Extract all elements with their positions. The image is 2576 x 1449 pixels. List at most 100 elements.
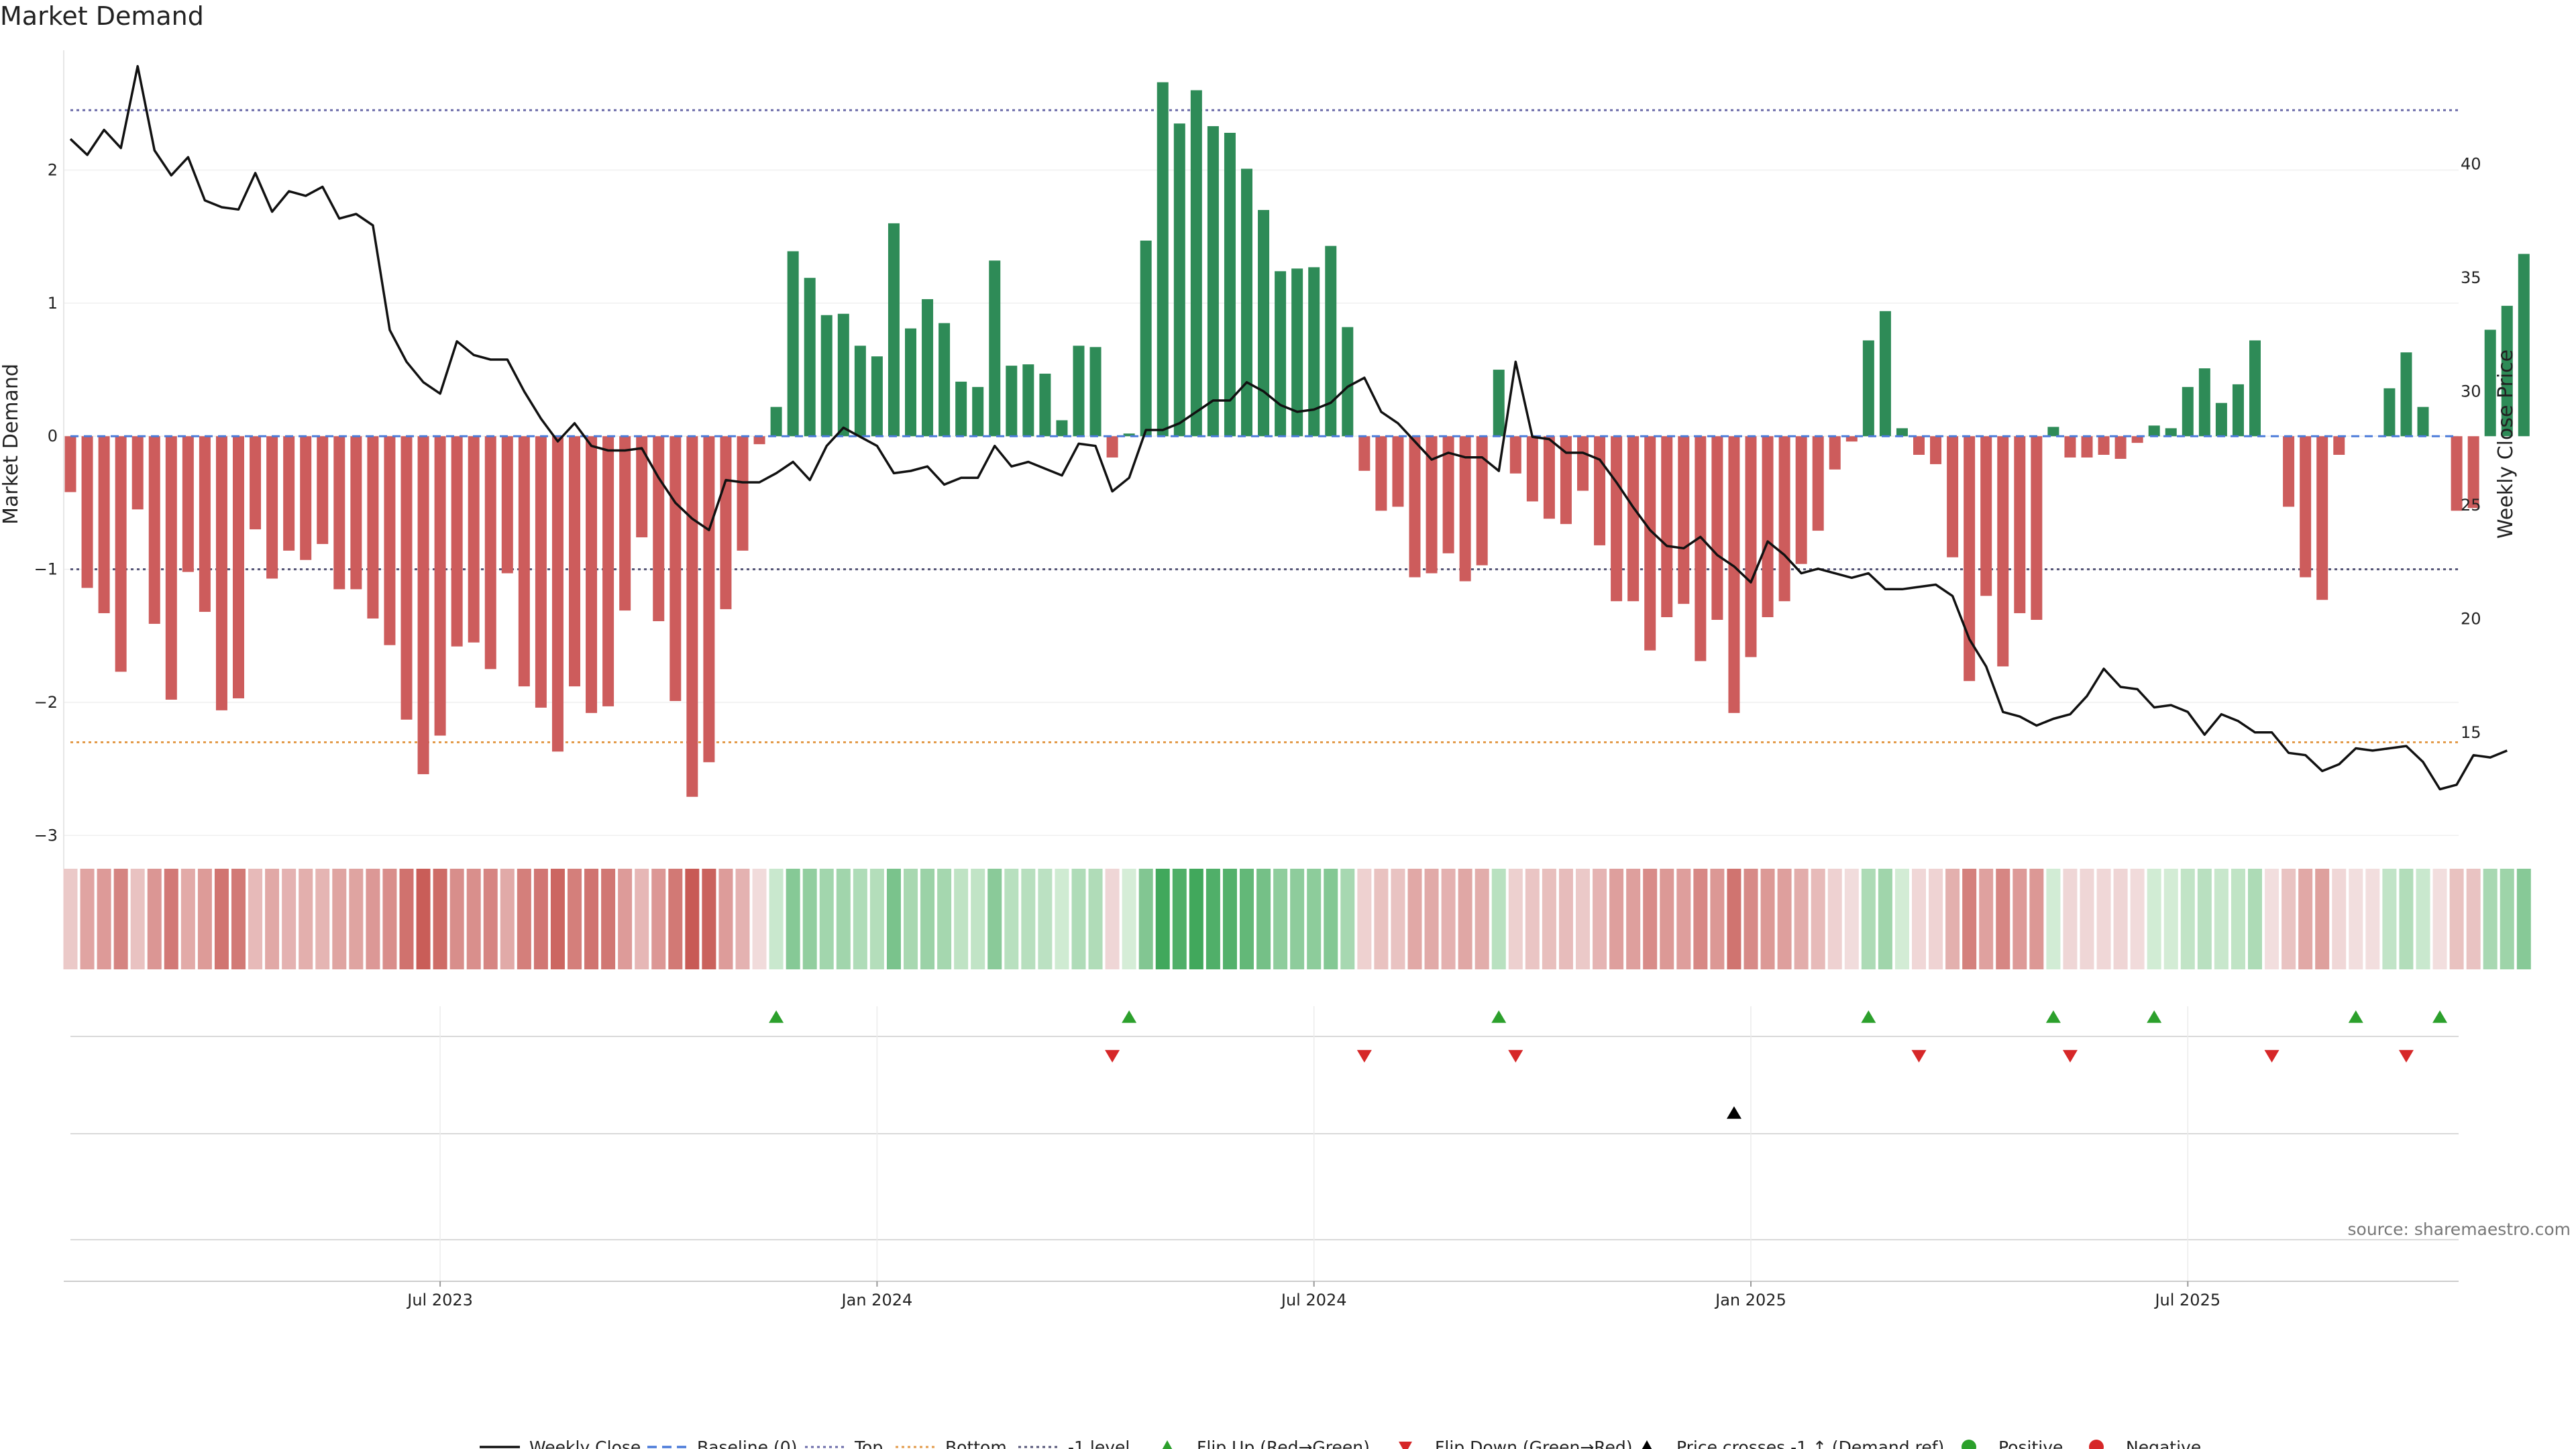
legend-label: Negative bbox=[2126, 1438, 2201, 1449]
demand-bar bbox=[2014, 436, 2026, 614]
heatmap-cell bbox=[97, 869, 111, 969]
legend-swatch-positive bbox=[1962, 1440, 1976, 1449]
heatmap-cell bbox=[1996, 869, 2010, 969]
heatmap-cell bbox=[416, 869, 431, 969]
heatmap-cell bbox=[1205, 869, 1220, 969]
demand-bar bbox=[972, 386, 984, 437]
demand-bar bbox=[250, 436, 262, 530]
y2-tick-label: 15 bbox=[2461, 723, 2481, 742]
demand-bar bbox=[2198, 368, 2210, 437]
legend-label: Price crosses -1 ↑ (Demand ref) bbox=[1676, 1438, 1944, 1449]
heatmap-cell bbox=[399, 869, 414, 969]
heatmap-cell bbox=[80, 869, 95, 969]
demand-bar bbox=[1375, 436, 1387, 511]
demand-bar bbox=[2131, 436, 2143, 443]
heatmap-cell bbox=[685, 869, 700, 969]
heatmap-cell bbox=[1474, 869, 1489, 969]
heatmap-cell bbox=[1912, 869, 1926, 969]
heatmap-cell bbox=[130, 869, 145, 969]
demand-bar bbox=[1173, 123, 1185, 437]
heatmap-cell bbox=[2483, 869, 2498, 969]
heatmap-cell bbox=[1861, 869, 1876, 969]
demand-bar bbox=[2501, 305, 2513, 437]
price-cross-marker bbox=[1726, 1106, 1741, 1119]
demand-bar bbox=[468, 436, 480, 643]
heatmap-cell bbox=[349, 869, 364, 969]
heatmap-cell bbox=[299, 869, 313, 969]
demand-bar bbox=[400, 436, 413, 720]
heatmap-cell bbox=[1894, 869, 1909, 969]
demand-bar bbox=[1644, 436, 1656, 651]
heatmap-cell bbox=[197, 869, 212, 969]
demand-bar bbox=[501, 436, 513, 574]
demand-bar bbox=[2098, 436, 2110, 455]
heatmap-cell bbox=[2349, 869, 2363, 969]
heatmap-cell bbox=[2399, 869, 2414, 969]
heatmap-cell bbox=[568, 869, 582, 969]
y-tick-label: −2 bbox=[34, 693, 58, 712]
flip-up-marker bbox=[1861, 1010, 1876, 1023]
heatmap-cell bbox=[2265, 869, 2279, 969]
legend-label: Flip Up (Red→Green) bbox=[1197, 1438, 1370, 1449]
demand-bar bbox=[1476, 436, 1488, 566]
heatmap-cell bbox=[1256, 869, 1271, 969]
heatmap-cell bbox=[735, 869, 750, 969]
heatmap-cell bbox=[971, 869, 985, 969]
demand-bar bbox=[753, 436, 765, 445]
demand-bar bbox=[64, 436, 76, 492]
legend-item: Top bbox=[805, 1438, 883, 1449]
heatmap-cell bbox=[282, 869, 297, 969]
heatmap-cell bbox=[1794, 869, 1809, 969]
heatmap-cell bbox=[1324, 869, 1338, 969]
demand-bar bbox=[804, 278, 816, 437]
demand-bar bbox=[1762, 436, 1774, 618]
flip-down-marker bbox=[2398, 1050, 2414, 1063]
demand-bar bbox=[619, 436, 631, 611]
demand-bar bbox=[1291, 268, 1303, 437]
legend-label: Weekly Close bbox=[529, 1438, 641, 1449]
heatmap-cell bbox=[836, 869, 851, 969]
demand-bar bbox=[333, 436, 345, 590]
heatmap-cell bbox=[954, 869, 969, 969]
flip-up-marker bbox=[2045, 1010, 2061, 1023]
demand-bar bbox=[1224, 132, 1236, 437]
demand-bar bbox=[182, 436, 194, 572]
heatmap-cell bbox=[2029, 869, 2044, 969]
demand-bar bbox=[2047, 427, 2059, 437]
demand-bar bbox=[1678, 436, 1690, 604]
y2-axis-title: Weekly Close Price bbox=[2494, 350, 2518, 539]
heatmap-cell bbox=[1643, 869, 1658, 969]
heatmap-cell bbox=[1542, 869, 1556, 969]
heatmap-cell bbox=[1222, 869, 1237, 969]
demand-bar bbox=[215, 436, 227, 710]
legend-swatch-flip-down bbox=[1399, 1442, 1412, 1449]
heatmap-cell bbox=[769, 869, 784, 969]
demand-bar bbox=[1627, 436, 1640, 602]
demand-bar bbox=[2300, 436, 2312, 578]
heatmap-cell bbox=[718, 869, 733, 969]
heatmap-cell bbox=[2197, 869, 2212, 969]
flip-up-marker bbox=[2432, 1010, 2448, 1023]
demand-bar bbox=[1997, 436, 2009, 667]
demand-bar bbox=[1073, 345, 1085, 437]
heatmap-cell bbox=[2416, 869, 2430, 969]
heatmap-cell bbox=[2180, 869, 2195, 969]
demand-bar bbox=[131, 436, 144, 510]
demand-bar bbox=[283, 436, 295, 551]
heatmap-cell bbox=[920, 869, 935, 969]
demand-bar bbox=[1459, 436, 1471, 582]
heatmap-cell bbox=[819, 869, 834, 969]
heatmap-cell bbox=[853, 869, 867, 969]
demand-bar bbox=[2400, 352, 2412, 437]
demand-bar bbox=[905, 328, 916, 437]
heatmap-cell bbox=[1340, 869, 1355, 969]
demand-bar bbox=[1358, 436, 1371, 471]
demand-bar bbox=[1526, 436, 1538, 502]
heatmap-cell bbox=[1038, 869, 1053, 969]
demand-bar bbox=[1964, 436, 1976, 682]
demand-bar bbox=[837, 313, 849, 437]
legend-item: Baseline (0) bbox=[647, 1438, 797, 1449]
heatmap-cell bbox=[1979, 869, 1994, 969]
heatmap-cell bbox=[987, 869, 1002, 969]
legend-label: Top bbox=[854, 1438, 883, 1449]
